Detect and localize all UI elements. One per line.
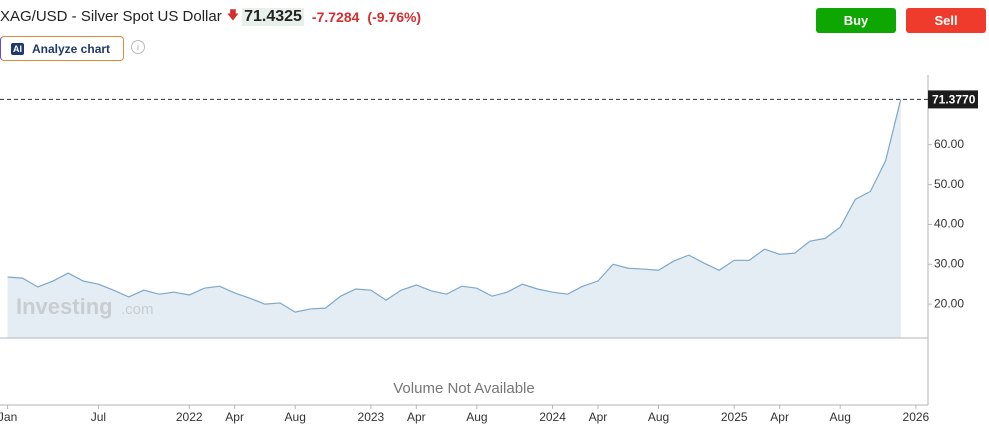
analyze-chart-button[interactable]: AI Analyze chart — [0, 36, 124, 61]
y-tick-label: 40.00 — [934, 217, 964, 231]
price-line — [7, 99, 902, 313]
x-tick-label: Aug — [466, 410, 487, 424]
y-tick-label: 30.00 — [934, 256, 964, 270]
last-price-box — [928, 90, 978, 109]
buy-button[interactable]: Buy — [816, 8, 896, 33]
x-tick-label: 2022 — [176, 410, 203, 424]
x-tick-label: Aug — [648, 410, 669, 424]
x-tick-label: Apr — [225, 410, 244, 424]
analyze-label: Analyze chart — [32, 41, 111, 56]
watermark-suffix: .com — [121, 301, 154, 318]
y-tick-label: 20.00 — [934, 296, 964, 310]
x-tick-label: 2025 — [721, 410, 748, 424]
x-tick-label: Jan — [0, 410, 17, 424]
watermark: Investing — [16, 294, 113, 319]
x-tick-label: 2026 — [903, 410, 930, 424]
x-tick-label: Apr — [407, 410, 426, 424]
down-arrow: 🡇 — [226, 8, 240, 22]
header: XAG/USD - Silver Spot US Dollar 🡇 71.432… — [0, 6, 421, 27]
x-tick-label: Apr — [589, 410, 608, 424]
x-tick-label: Apr — [770, 410, 789, 424]
sell-button[interactable]: Sell — [906, 8, 986, 33]
x-tick-label: 2024 — [539, 410, 566, 424]
info-icon[interactable]: i — [131, 40, 145, 54]
symbol-title: XAG/USD - Silver Spot US Dollar — [0, 8, 222, 25]
y-tick-label: 50.00 — [934, 177, 964, 191]
price: 71.4325 — [242, 7, 304, 26]
x-tick-label: Aug — [830, 410, 851, 424]
area-fill — [7, 99, 901, 338]
x-tick-label: Aug — [285, 410, 306, 424]
x-tick-label: Jul — [91, 410, 106, 424]
volume-note: Volume Not Available — [393, 380, 534, 397]
change: -7.7284 — [311, 8, 360, 25]
ai-icon: AI — [11, 42, 24, 55]
y-tick-label: 60.00 — [934, 137, 964, 151]
x-tick-label: 2023 — [358, 410, 385, 424]
change-percent: (-9.76%) — [367, 8, 422, 25]
last-price-label: 71.3770 — [932, 93, 976, 107]
